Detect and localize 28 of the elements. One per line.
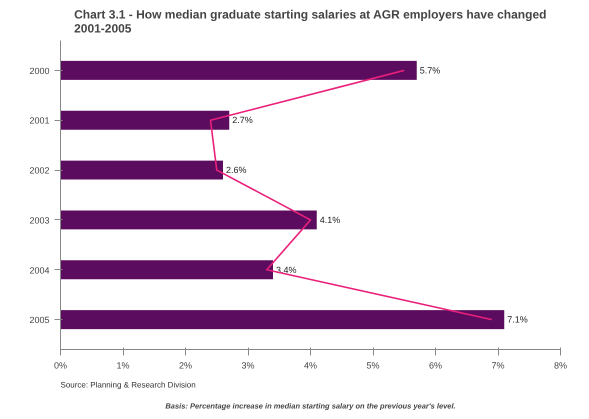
y-tick-label: 2004: [29, 265, 50, 276]
x-tick-label: 2%: [178, 360, 192, 370]
data-label: 7.1%: [507, 314, 528, 325]
bar: [60, 160, 223, 180]
bar: [60, 260, 273, 280]
data-label: 5.7%: [420, 65, 440, 76]
x-tick-label: 7%: [491, 360, 505, 370]
source-note: Source: Planning & Research Division: [60, 380, 196, 390]
x-tick-label: 4%: [304, 360, 318, 370]
y-tick-label: 2001: [29, 116, 50, 126]
x-tick-label: 5%: [366, 360, 380, 370]
x-tick-label: 0%: [54, 360, 68, 370]
chart-title: Chart 3.1 - How median graduate starting salaries at AGR employers have changed 2001-2005: [74, 8, 546, 36]
x-tick-label: 6%: [428, 360, 442, 370]
bar: [60, 110, 230, 130]
x-tick-label: 3%: [241, 360, 255, 370]
bar: [60, 60, 417, 80]
x-tick-label: 8%: [554, 360, 568, 370]
y-tick-label: 2002: [29, 166, 50, 176]
y-tick-label: 2003: [29, 215, 50, 226]
data-label: 2.7%: [232, 115, 253, 126]
bar: [60, 310, 504, 330]
data-label: 2.6%: [226, 165, 247, 176]
bar: [60, 210, 317, 230]
y-tick-label: 2005: [29, 315, 50, 326]
y-tick-label: 2000: [29, 66, 50, 76]
data-label: 4.1%: [320, 214, 340, 225]
x-tick-label: 1%: [116, 360, 130, 370]
